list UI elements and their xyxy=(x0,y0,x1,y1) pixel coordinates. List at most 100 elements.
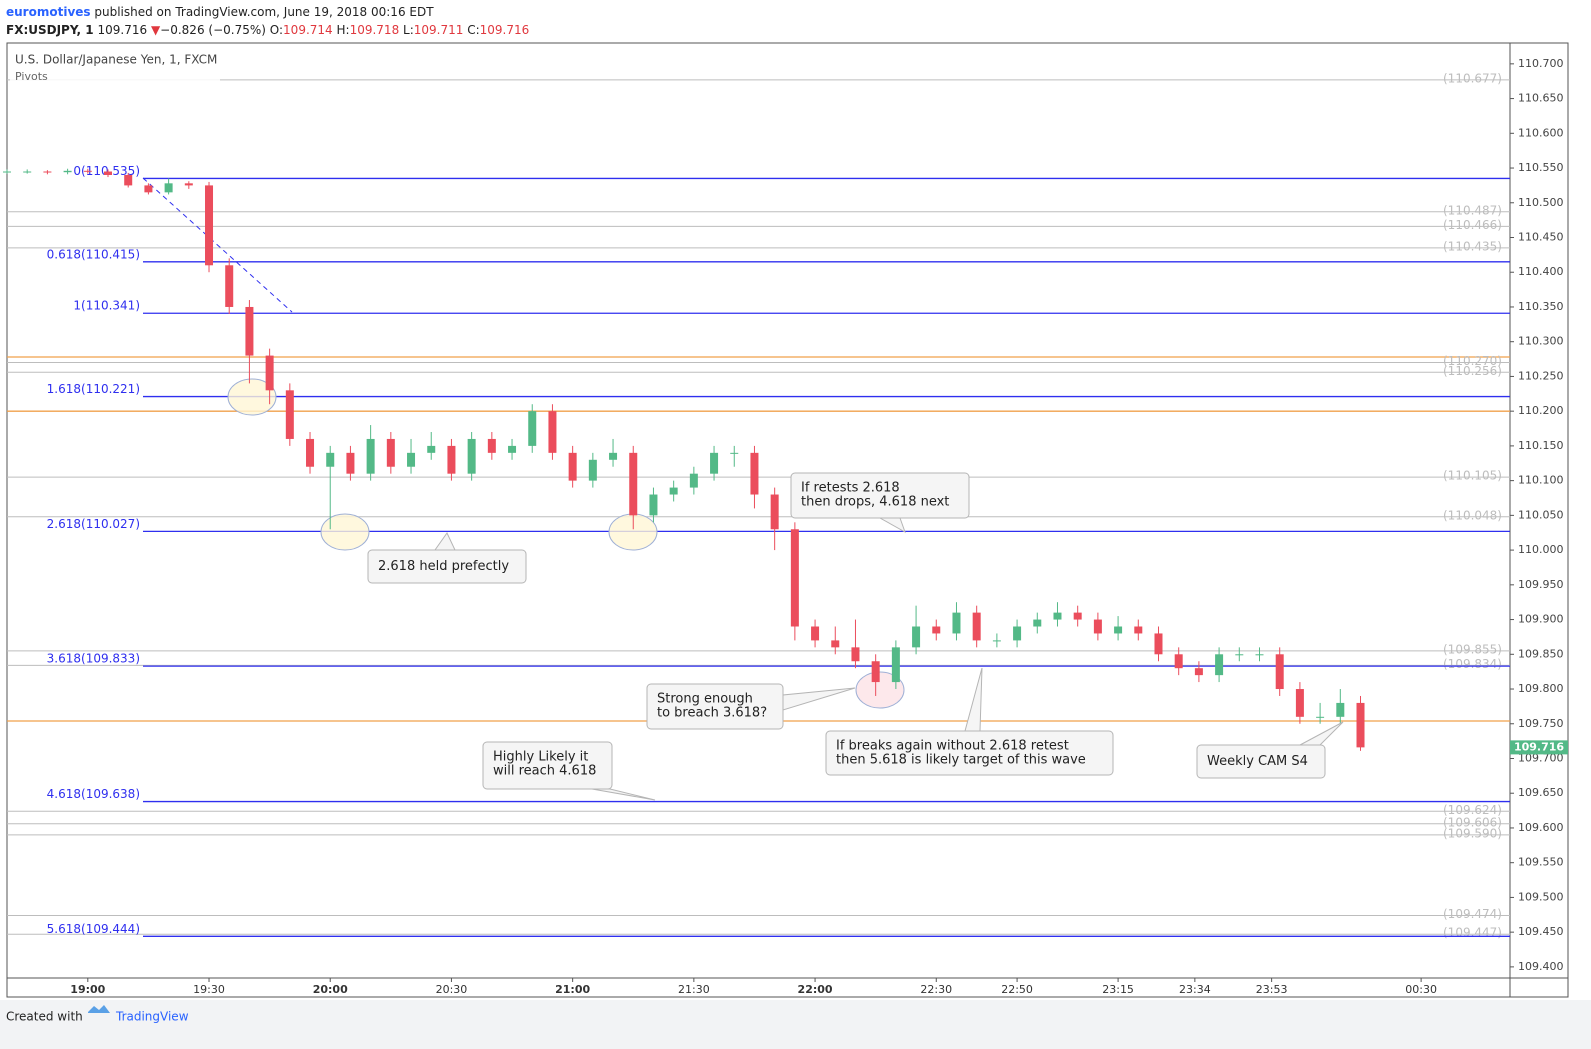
pivot-label: (110.256) xyxy=(1443,364,1502,378)
candle-body xyxy=(225,265,234,307)
last: 109.716 xyxy=(97,23,148,37)
pivot-label: (110.105) xyxy=(1443,469,1502,483)
y-tick-label: 110.100 xyxy=(1518,474,1564,487)
candle-body xyxy=(1053,612,1062,620)
x-tick-label: 20:00 xyxy=(313,983,348,996)
fib-label: 1.618(110.221) xyxy=(47,382,140,396)
pivot-label: (110.487) xyxy=(1443,203,1502,217)
ohlc-o: O: xyxy=(269,23,284,37)
fib-label: 5.618(109.444) xyxy=(47,922,140,936)
candle-body xyxy=(144,185,153,193)
candle-body xyxy=(952,612,961,634)
chart-pane xyxy=(6,42,1569,998)
callout-text: will reach 4.618 xyxy=(493,764,596,779)
pivot-label: (109.624) xyxy=(1443,803,1502,817)
chart-title: U.S. Dollar/Japanese Yen, 1, FXCM xyxy=(15,53,217,67)
footer-brand[interactable]: TradingView xyxy=(115,1010,189,1024)
candle-body xyxy=(124,174,133,186)
callout-box xyxy=(367,549,527,584)
pivot-label: (109.606) xyxy=(1443,815,1502,829)
pivot-label: (109.447) xyxy=(1443,926,1502,940)
pivot-label: (110.677) xyxy=(1443,71,1502,85)
candle-body xyxy=(508,445,517,453)
y-tick-label: 110.400 xyxy=(1518,265,1564,278)
candle-body xyxy=(1255,654,1264,656)
y-tick-label: 109.800 xyxy=(1518,682,1564,695)
y-tick-label: 110.350 xyxy=(1518,300,1564,313)
candle-body xyxy=(1073,612,1082,620)
candle-body xyxy=(1033,619,1042,627)
symbol: FX:USDJPY, 1 xyxy=(6,23,94,37)
fib-label: 3.618(109.833) xyxy=(47,652,140,666)
y-tick-label: 109.450 xyxy=(1518,925,1564,938)
y-tick-label: 110.600 xyxy=(1518,126,1564,139)
x-tick-label: 19:00 xyxy=(70,983,105,996)
header: euromotives published on TradingView.com… xyxy=(6,3,529,39)
callout-text: If breaks again without 2.618 retest xyxy=(836,739,1069,754)
ohlc-l: L: xyxy=(403,23,414,37)
header-line: euromotives published on TradingView.com… xyxy=(6,3,529,21)
callout-box xyxy=(646,683,784,730)
candle-body xyxy=(245,306,254,356)
candle-body xyxy=(669,487,678,495)
y-tick-label: 109.950 xyxy=(1518,578,1564,591)
callout-text: 2.618 held prefectly xyxy=(378,559,509,574)
y-tick-label: 109.750 xyxy=(1518,717,1564,730)
fib-label: 0.618(110.415) xyxy=(47,247,140,261)
y-tick-label: 109.650 xyxy=(1518,786,1564,799)
pivot-label: (109.834) xyxy=(1443,657,1502,671)
candle-body xyxy=(649,494,658,516)
candle-body xyxy=(1316,716,1325,718)
y-tick-label: 109.600 xyxy=(1518,821,1564,834)
y-tick-label: 110.650 xyxy=(1518,92,1564,105)
footer-text: Created with xyxy=(6,1010,83,1024)
candle-body xyxy=(447,445,456,474)
y-tick-label: 110.450 xyxy=(1518,231,1564,244)
candle-body xyxy=(326,452,335,467)
last-price-box xyxy=(1510,740,1568,755)
candle-body xyxy=(609,452,618,460)
chart-subtitle: Pivots xyxy=(15,70,48,83)
y-tick-label: 110.500 xyxy=(1518,196,1564,209)
x-tick-label: 00:30 xyxy=(1405,983,1437,996)
candle-body xyxy=(1174,654,1183,669)
y-tick-label: 109.850 xyxy=(1518,647,1564,660)
candle-body xyxy=(750,452,759,495)
y-tick-label: 109.400 xyxy=(1518,960,1564,973)
highlight-ellipse xyxy=(227,378,277,416)
callout-text: If retests 2.618 xyxy=(801,481,900,496)
author[interactable]: euromotives xyxy=(6,5,91,19)
y-tick-label: 110.700 xyxy=(1518,57,1564,70)
candle-body xyxy=(184,183,193,186)
candle-body xyxy=(104,171,113,175)
callout-box xyxy=(482,741,613,790)
candle-body xyxy=(467,438,476,474)
y-tick-label: 109.500 xyxy=(1518,890,1564,903)
y-tick-label: 109.900 xyxy=(1518,613,1564,626)
y-tick-label: 110.000 xyxy=(1518,543,1564,556)
candle-body xyxy=(992,640,1001,642)
candle-body xyxy=(487,438,496,453)
pivot-label: (110.270) xyxy=(1443,354,1502,368)
candle-body xyxy=(689,473,698,488)
candle-body xyxy=(83,170,92,172)
arrow: ▼ xyxy=(150,23,161,37)
candle-body xyxy=(528,411,537,446)
candle-body xyxy=(871,661,880,683)
candle-body xyxy=(1215,654,1224,676)
candle-body xyxy=(1154,633,1163,655)
candle-body xyxy=(366,438,375,474)
legend-bg xyxy=(10,48,220,82)
fib-label: 2.618(110.027) xyxy=(47,517,140,531)
candle-body xyxy=(427,445,436,453)
candle-body xyxy=(3,171,11,173)
pivot-label: (109.474) xyxy=(1443,907,1502,921)
candle-body xyxy=(1134,626,1143,634)
candle-body xyxy=(1093,619,1102,634)
candle-body xyxy=(285,390,294,439)
callout-box xyxy=(1196,744,1326,779)
candle-body xyxy=(629,452,638,516)
candle-body xyxy=(1194,668,1203,676)
